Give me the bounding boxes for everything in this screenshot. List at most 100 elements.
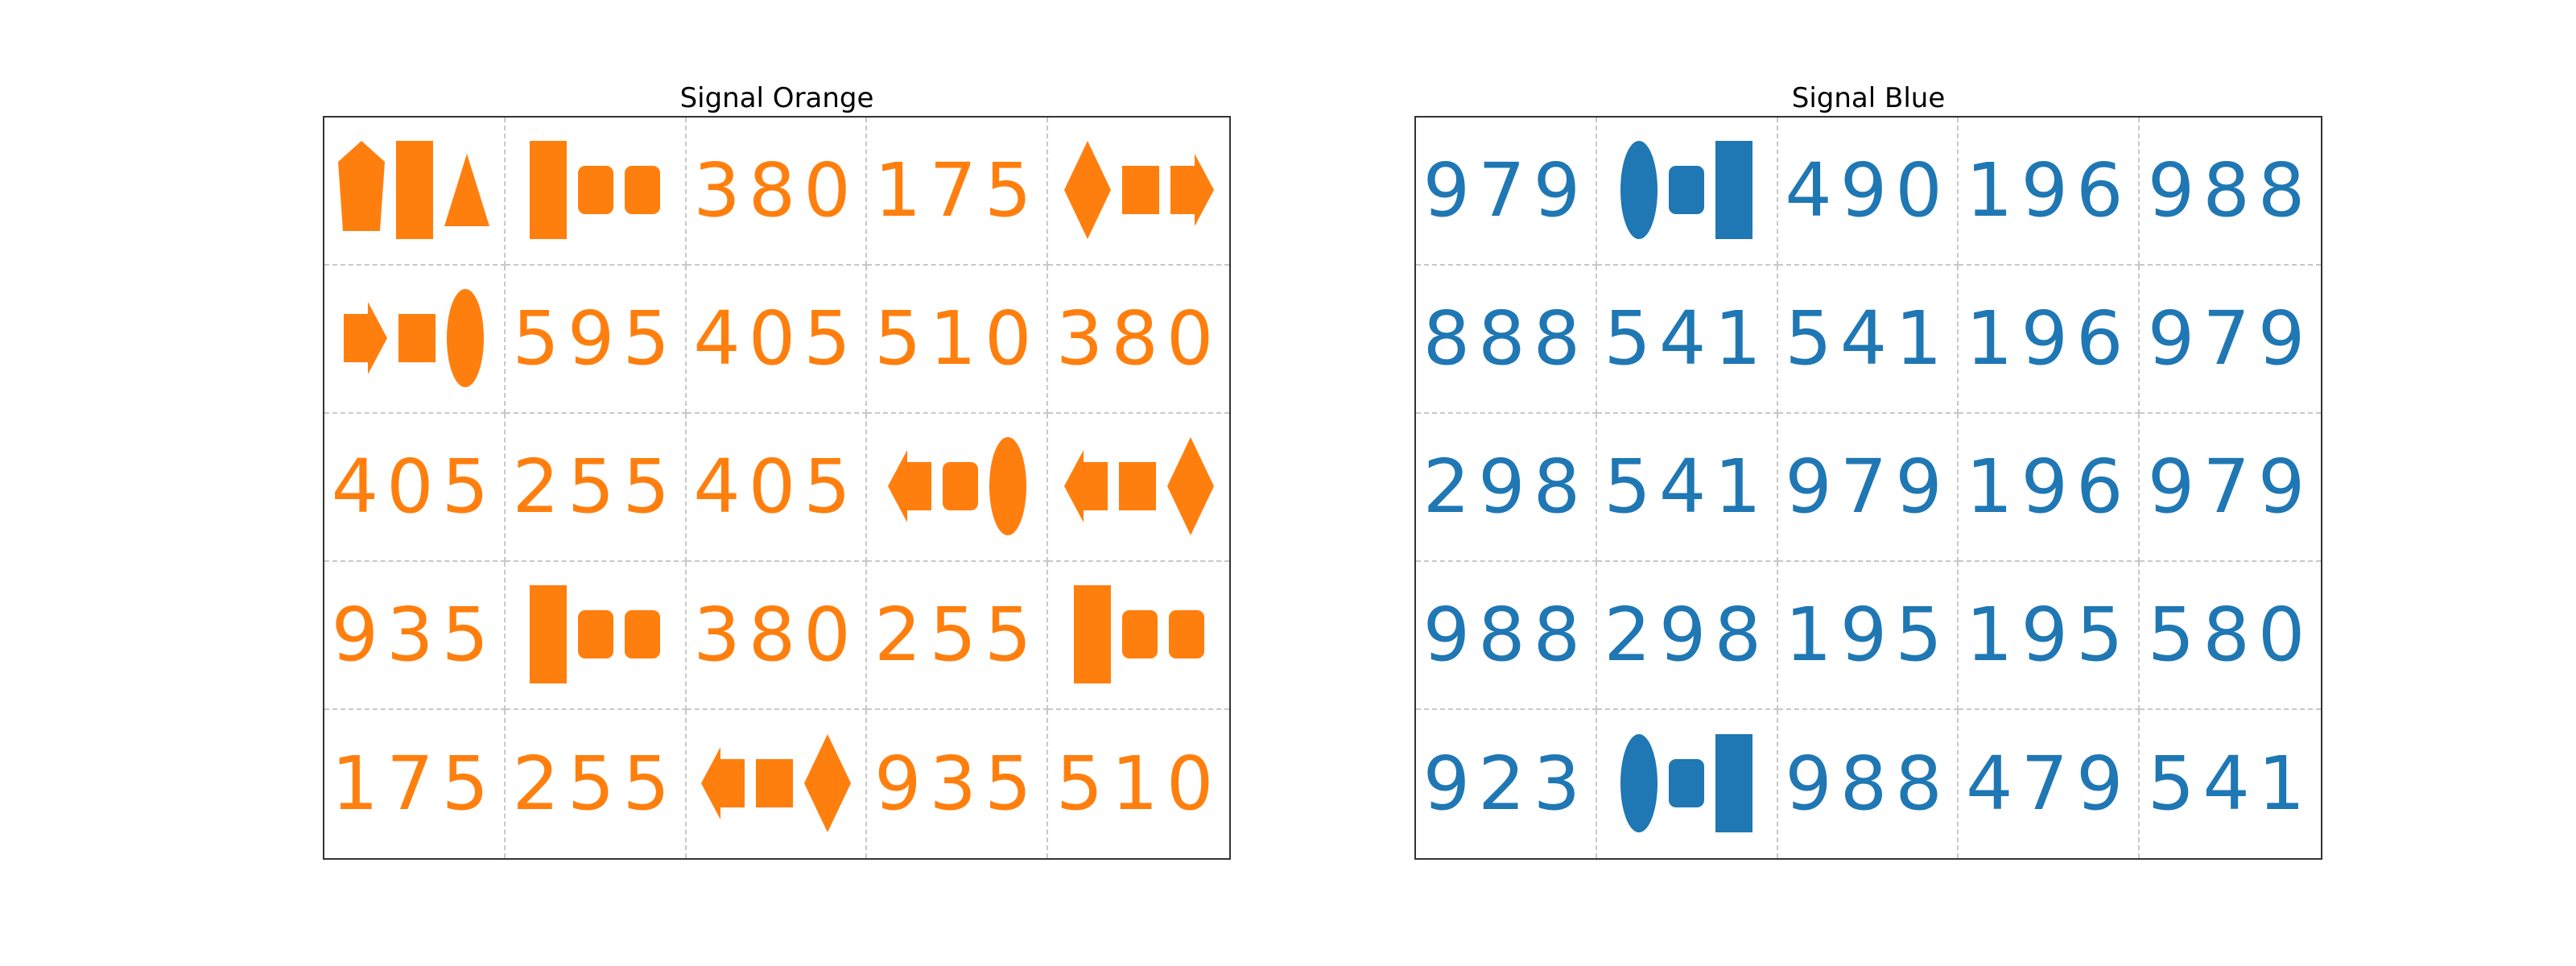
panel-signal-blue: 979 490 196 988 888 541 541 196 979 298 541 979 196 9… bbox=[1414, 116, 2322, 860]
cell-number: 405 bbox=[331, 444, 497, 530]
shape-group bbox=[887, 437, 1026, 535]
diamond-icon bbox=[1063, 141, 1111, 239]
shape-group bbox=[344, 289, 485, 387]
grid-cell: 988 bbox=[2140, 118, 2321, 266]
grid-cell: 979 bbox=[1416, 118, 1597, 266]
grid-cell bbox=[687, 710, 868, 858]
ellipse-icon bbox=[447, 289, 485, 387]
cell-number: 595 bbox=[512, 295, 678, 382]
cell-number: 988 bbox=[1785, 741, 1951, 827]
cell-number: 298 bbox=[1604, 592, 1769, 678]
grid-cell: 988 bbox=[1778, 710, 1959, 858]
grid-cell: 541 bbox=[1596, 266, 1778, 414]
cell-number: 541 bbox=[1604, 444, 1769, 530]
grid-cell: 196 bbox=[1959, 266, 2140, 414]
grid-cell bbox=[1596, 118, 1778, 266]
cell-shapes bbox=[700, 734, 851, 834]
rounded-square-icon bbox=[1669, 166, 1705, 214]
cell-number: 255 bbox=[873, 592, 1040, 678]
panel-signal-orange: 380 175 595 405 510 380 405 255 405 935 380 255 175 2… bbox=[323, 116, 1231, 860]
cell-number: 255 bbox=[512, 741, 678, 827]
cell-number: 479 bbox=[1965, 741, 2132, 827]
grid-cell: 405 bbox=[686, 414, 868, 562]
grid-cell: 510 bbox=[1048, 710, 1229, 858]
cell-shapes bbox=[887, 437, 1026, 537]
cell-shapes bbox=[1073, 585, 1204, 685]
cell-shapes bbox=[1063, 437, 1214, 537]
cell-shapes bbox=[530, 585, 661, 685]
shape-group bbox=[1063, 437, 1214, 535]
grid-cell: 298 bbox=[1596, 562, 1778, 710]
cell-number: 979 bbox=[1785, 444, 1951, 530]
arrow-left-icon bbox=[1063, 450, 1108, 522]
square-icon bbox=[1118, 462, 1156, 510]
cell-number: 255 bbox=[512, 444, 678, 530]
cell-number: 979 bbox=[2147, 295, 2314, 382]
cell-number: 541 bbox=[1785, 295, 1951, 382]
grid-cell: 988 bbox=[1416, 562, 1597, 710]
rounded-square-icon bbox=[942, 462, 978, 510]
pentagon-icon bbox=[338, 141, 386, 231]
grid-cell bbox=[1048, 118, 1229, 266]
grid-cell: 580 bbox=[2140, 562, 2321, 710]
grid-cell: 195 bbox=[1777, 562, 1959, 710]
grid-cell bbox=[1597, 710, 1778, 858]
tall-rect-icon bbox=[1073, 585, 1111, 683]
cell-number: 541 bbox=[1604, 295, 1769, 382]
cell-number: 510 bbox=[1055, 741, 1222, 827]
shape-group bbox=[338, 141, 490, 239]
rounded-square-icon bbox=[578, 610, 614, 658]
shape-group bbox=[530, 141, 661, 239]
panel-title-left: Signal Orange bbox=[679, 82, 874, 114]
grid-cell: 405 bbox=[324, 414, 506, 562]
cell-number: 380 bbox=[693, 147, 859, 233]
shape-group bbox=[1073, 585, 1204, 683]
tall-rect-icon bbox=[1715, 141, 1753, 239]
square-icon bbox=[755, 759, 793, 807]
shape-group bbox=[1620, 141, 1753, 239]
diamond-icon bbox=[803, 734, 851, 832]
cell-number: 195 bbox=[1785, 592, 1951, 678]
ellipse-icon bbox=[1620, 141, 1658, 239]
grid-cell bbox=[324, 118, 506, 266]
grid-cell bbox=[505, 118, 687, 266]
grid-cell: 380 bbox=[686, 562, 868, 710]
cell-number: 175 bbox=[873, 147, 1040, 233]
grid-left: 380 175 595 405 510 380 405 255 405 935 380 255 175 2… bbox=[324, 118, 1229, 858]
cell-shapes bbox=[1620, 734, 1753, 834]
grid-cell: 510 bbox=[867, 266, 1049, 414]
cell-shapes bbox=[1620, 141, 1753, 241]
rounded-square-icon bbox=[1168, 610, 1204, 658]
grid-cell: 479 bbox=[1959, 710, 2140, 858]
square-icon bbox=[1121, 166, 1159, 214]
grid-cell bbox=[505, 562, 687, 710]
cell-shapes bbox=[338, 141, 490, 241]
diamond-icon bbox=[1166, 437, 1214, 535]
cell-shapes bbox=[530, 141, 661, 241]
grid-cell: 255 bbox=[505, 414, 687, 562]
cell-number: 196 bbox=[1965, 147, 2132, 233]
ellipse-icon bbox=[1620, 734, 1658, 832]
grid-cell: 979 bbox=[1777, 414, 1959, 562]
cell-number: 196 bbox=[1965, 295, 2132, 382]
grid-cell: 380 bbox=[1048, 266, 1229, 414]
cell-number: 380 bbox=[1055, 295, 1222, 382]
grid-cell: 935 bbox=[867, 710, 1049, 858]
cell-shapes bbox=[344, 289, 485, 389]
grid-cell: 935 bbox=[324, 562, 506, 710]
grid-cell: 923 bbox=[1416, 710, 1597, 858]
arrow-left-icon bbox=[887, 450, 931, 522]
cell-number: 196 bbox=[1965, 444, 2132, 530]
grid-cell: 541 bbox=[1777, 266, 1959, 414]
grid-cell: 195 bbox=[1959, 562, 2140, 710]
grid-cell: 175 bbox=[324, 710, 506, 858]
cell-number: 935 bbox=[873, 741, 1040, 827]
tall-rect-icon bbox=[396, 141, 434, 239]
cell-number: 380 bbox=[693, 592, 859, 678]
grid-cell: 888 bbox=[1416, 266, 1597, 414]
grid-cell bbox=[324, 266, 506, 414]
rounded-square-icon bbox=[1669, 759, 1705, 807]
grid-cell bbox=[867, 414, 1049, 562]
grid-cell: 595 bbox=[505, 266, 687, 414]
arrow-right-icon bbox=[1170, 154, 1214, 226]
